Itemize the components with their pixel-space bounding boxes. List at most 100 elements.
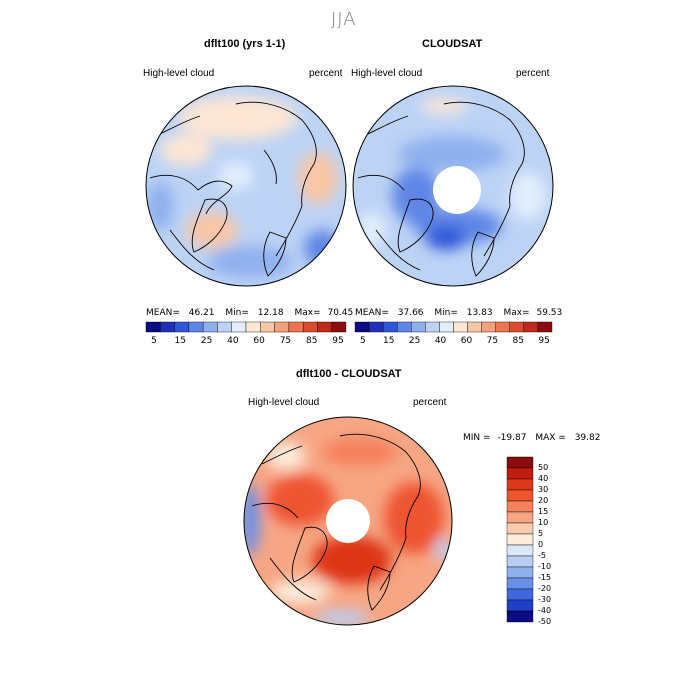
map1-outline <box>145 85 347 287</box>
colorbar3-tick-label: 30 <box>538 485 548 494</box>
map2-pale-east <box>510 172 546 220</box>
map3-outline <box>243 416 453 626</box>
colorbar3-tick-label: 50 <box>538 463 548 472</box>
map1-pale-center <box>218 162 254 190</box>
colorbar1-tick-label: 5 <box>151 336 157 346</box>
colorbar3-tick-label: 40 <box>538 474 548 483</box>
panel3-min-value: -19.87 <box>497 433 527 443</box>
colorbar1-tick-label: 75 <box>280 336 291 346</box>
colorbar1-swatch <box>217 321 232 333</box>
panel1-max-label: Max= <box>294 308 321 318</box>
map3-pale-southwest <box>270 580 330 604</box>
colorbar2-swatch <box>453 321 468 333</box>
colorbar1-swatch <box>274 321 290 333</box>
map1-coast-scandinavia <box>263 231 287 277</box>
map3-coastlines <box>251 433 421 611</box>
map2-outline <box>352 85 554 287</box>
colorbar2-tick-label: 5 <box>360 336 366 346</box>
map2-coast-greenland <box>397 198 434 253</box>
panel2-mean-label: MEAN= <box>355 308 389 318</box>
colorbar3-tick-label: -15 <box>538 573 551 582</box>
colorbar3-tick-label: 15 <box>538 507 548 516</box>
colorbar1-swatch <box>245 321 261 333</box>
panel3-left-label: High-level cloud <box>248 397 320 408</box>
colorbar2-swatch <box>397 321 412 333</box>
colorbar1-tick-label: 25 <box>201 336 212 346</box>
colorbar1-swatch <box>202 321 218 333</box>
colorbar2-tick-label: 15 <box>383 336 394 346</box>
map2-warm-north <box>420 98 468 114</box>
map2-pale-west <box>358 212 386 248</box>
colorbar3-tick-label: -50 <box>538 617 551 626</box>
colorbar3-swatch <box>506 577 534 590</box>
colorbar2-swatch <box>439 321 454 333</box>
map3-pale-northwest <box>266 442 306 470</box>
map3-coast-eurasia <box>339 433 421 591</box>
map2-coast-canada <box>357 174 421 271</box>
map1-coast-canada <box>149 174 233 271</box>
panel1-stats: MEAN= 46.21 Min= 12.18 Max= 70.45 <box>146 308 353 318</box>
colorbar3-swatch <box>506 467 534 480</box>
colorbar2-tick-label: 25 <box>409 336 420 346</box>
map1-blue-south <box>208 246 292 278</box>
colorbar3-swatch <box>506 478 534 491</box>
panel3-title: dflt100 - CLOUDSAT <box>296 368 402 380</box>
panel1-mean-label: MEAN= <box>146 308 180 318</box>
map3-coast-canada <box>251 502 317 601</box>
colorbar2-swatch <box>411 321 426 333</box>
colorbar3-swatch <box>506 522 534 535</box>
colorbar2-swatch <box>481 321 496 333</box>
colorbar1-swatch <box>331 321 347 333</box>
panel2-min-label: Min= <box>434 308 458 318</box>
colorbar2-swatch <box>368 321 384 333</box>
panel1-left-label: High-level cloud <box>143 68 215 79</box>
panel3-max-label: MAX = <box>535 433 566 443</box>
colorbar1-swatch <box>145 321 161 333</box>
panel3-right-label: percent <box>413 397 447 408</box>
colorbar3-tick-label: 10 <box>538 518 548 527</box>
map3-pole-hole <box>326 499 370 543</box>
panel1-min-label: Min= <box>225 308 249 318</box>
colorbar2-tick-label: 85 <box>513 336 524 346</box>
map2-pole-hole <box>433 166 481 214</box>
colorbar3-swatch <box>506 533 534 546</box>
colorbar-panel1: 5 15 25 40 60 75 85 95 <box>145 321 347 346</box>
panel2-max-label: Max= <box>503 308 530 318</box>
map2-blue-ring-north <box>398 136 506 172</box>
map1-blue-southeast <box>304 230 340 266</box>
colorbar3-swatch <box>506 599 534 612</box>
map1-field <box>146 96 340 278</box>
panel3-max-value: 39.82 <box>574 433 601 443</box>
colorbar3-swatch <box>506 511 534 524</box>
colorbar3-swatch <box>506 500 534 513</box>
map3-red-north <box>322 438 398 466</box>
panel2-mean-value: 37.66 <box>397 308 424 318</box>
colorbar2-swatch <box>509 321 525 333</box>
colorbar1-swatch <box>317 321 332 333</box>
map2-field <box>358 98 546 250</box>
map1-warm-east <box>298 152 338 204</box>
map3-red-west <box>266 474 334 526</box>
map1-warm-southwest <box>186 212 238 248</box>
panel1-mean-value: 46.21 <box>188 308 215 318</box>
map3-coast-greenland <box>291 526 328 583</box>
panel2-left-label: High-level cloud <box>351 68 423 79</box>
map2-coast-eurasia <box>443 101 525 257</box>
colorbar2-tick-label: 40 <box>435 336 447 346</box>
colorbar2-swatch <box>523 321 539 333</box>
map1-coastlines <box>149 101 317 277</box>
colorbar3-tick-label: -5 <box>538 551 546 560</box>
colorbar3-tick-label: 5 <box>538 529 543 538</box>
colorbar3-swatch <box>506 566 534 579</box>
colorbar1-swatch <box>160 321 175 333</box>
map3-coast-alaska <box>261 445 303 465</box>
colorbar3-swatch <box>506 489 534 502</box>
map2-coastlines <box>357 101 525 277</box>
map3-red-east <box>384 482 444 554</box>
colorbar1-swatch <box>231 321 247 333</box>
colorbar3-swatch <box>506 610 534 623</box>
map3-blue-south-edge <box>314 610 370 625</box>
colorbar1-tick-label: 40 <box>227 336 239 346</box>
colorbar1-swatch <box>188 321 204 333</box>
